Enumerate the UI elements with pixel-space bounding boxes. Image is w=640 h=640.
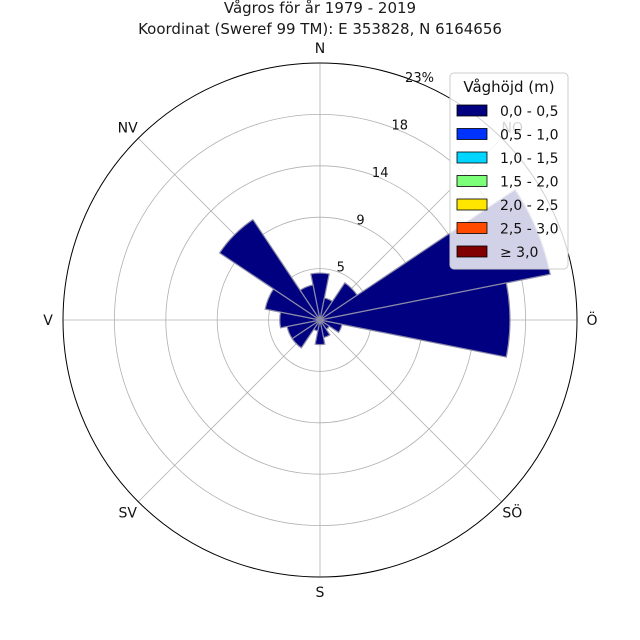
legend-swatch-1 xyxy=(456,128,488,140)
legend-label-3: 1,5 - 2,0 xyxy=(500,175,558,191)
radial-tick-label-4: 23% xyxy=(405,71,434,86)
chart-subtitle: Koordinat (Sweref 99 TM): E 353828, N 61… xyxy=(138,20,502,38)
radial-tick-label-2: 14 xyxy=(372,166,389,181)
legend-label-2: 1,0 - 1,5 xyxy=(500,151,558,167)
grid-spoke-5 xyxy=(137,319,321,503)
chart-title: Vågros för år 1979 - 2019 xyxy=(224,0,416,17)
direction-label-4: S xyxy=(316,585,325,601)
rose-bar-s15-bin0 xyxy=(299,284,321,321)
legend-swatch-5 xyxy=(456,222,488,234)
polar-frame xyxy=(62,62,578,578)
legend-swatch-4 xyxy=(456,198,488,211)
direction-label-5: SV xyxy=(118,505,137,521)
legend: Våghöjd (m) 0,0 - 0,5 0,5 - 1,0 1,0 - 1,5 1… xyxy=(449,72,569,270)
grid-spoke-3 xyxy=(319,319,503,503)
legend-label-4: 2,0 - 2,5 xyxy=(500,198,558,214)
legend-label-1: 0,5 - 1,0 xyxy=(500,128,558,144)
radial-tick-label-3: 18 xyxy=(392,118,409,133)
direction-label-7: NV xyxy=(118,121,138,137)
direction-label-3: SÖ xyxy=(502,503,522,521)
direction-label-2: Ö xyxy=(586,311,597,329)
legend-swatch-6 xyxy=(456,245,488,258)
angular-grid xyxy=(63,63,577,577)
direction-labels: NNOÖSÖSSVVNV xyxy=(43,41,597,601)
legend-frame xyxy=(449,72,569,270)
legend-swatch-3 xyxy=(456,175,488,187)
rose-bar-s14-bin0 xyxy=(218,218,321,321)
legend-label-6: ≥ 3,0 xyxy=(500,245,538,261)
legend-title: Våghöjd (m) xyxy=(463,78,554,96)
legend-label-5: 2,5 - 3,0 xyxy=(500,222,558,238)
radial-tick-label-1: 9 xyxy=(356,213,364,228)
direction-label-0: N xyxy=(315,41,325,57)
radial-tick-label-0: 5 xyxy=(337,261,345,276)
legend-swatch-2 xyxy=(456,151,488,164)
rose-bar-s4-bin0 xyxy=(319,282,511,358)
legend-label-0: 0,0 - 0,5 xyxy=(500,104,558,120)
legend-swatch-0 xyxy=(456,104,488,117)
direction-label-6: V xyxy=(43,313,53,329)
radial-tick-labels: 5 9 14 18 23% xyxy=(337,71,434,276)
